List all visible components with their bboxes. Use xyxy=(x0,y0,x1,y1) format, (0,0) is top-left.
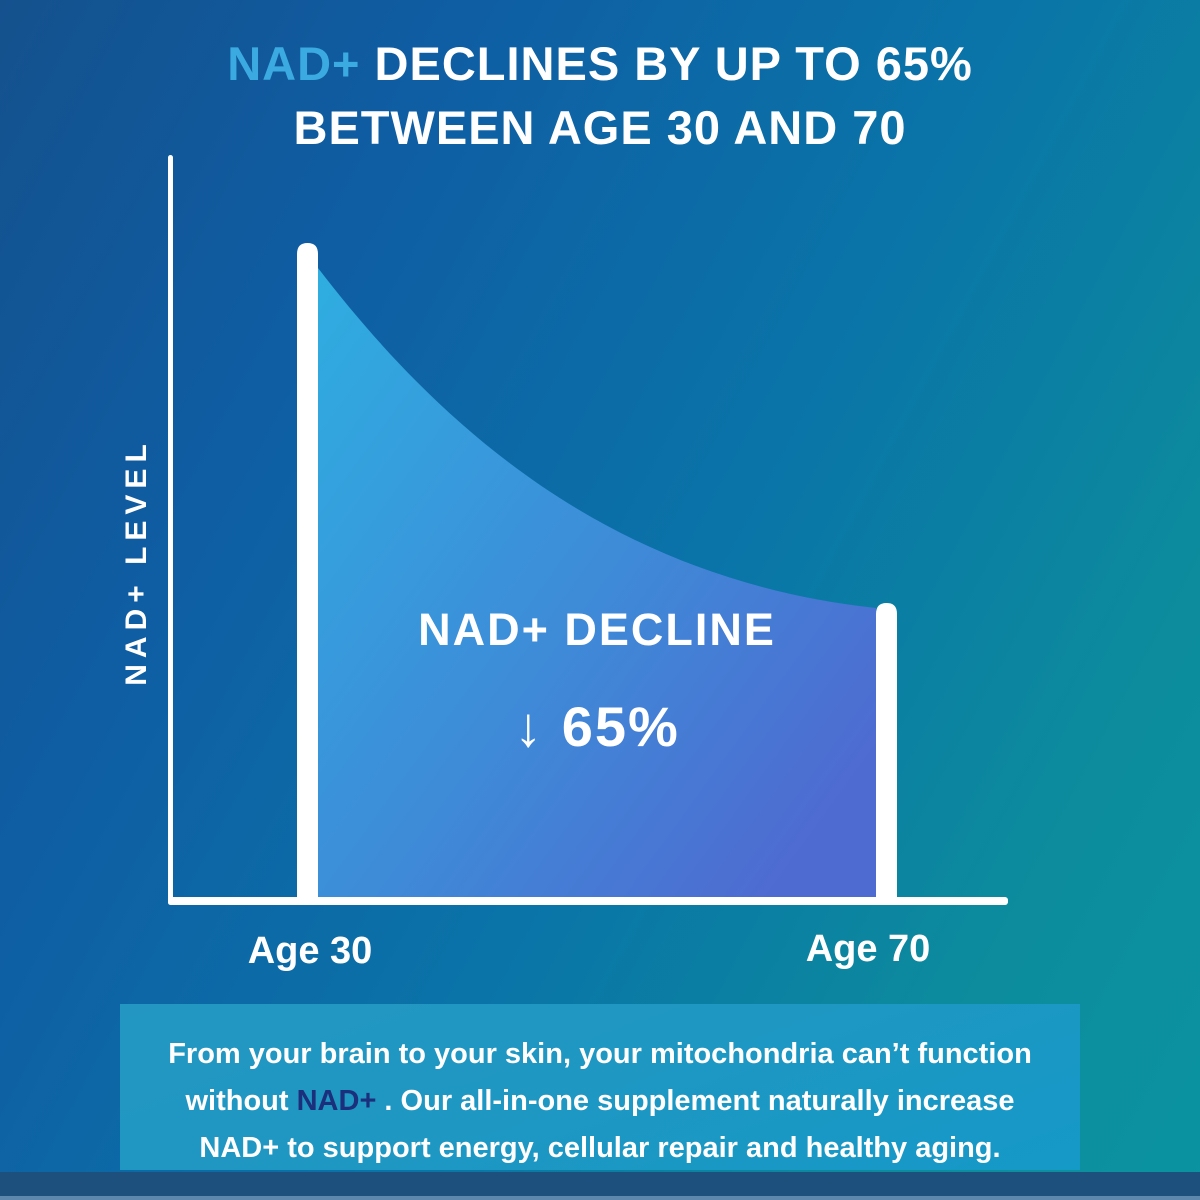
info-line-3: NAD+ to support energy, cellular repair … xyxy=(120,1125,1080,1172)
decline-area-fill xyxy=(318,268,876,897)
x-tick-age-70: Age 70 xyxy=(805,928,931,970)
title-line-1: NAD+ DECLINES BY UP TO 65% xyxy=(0,32,1200,96)
page-title: NAD+ DECLINES BY UP TO 65% BETWEEN AGE 3… xyxy=(0,32,1200,160)
info-box: From your brain to your skin, your mitoc… xyxy=(120,1004,1080,1170)
footer-strip xyxy=(0,1196,1200,1200)
decline-annotation-value: ↓ 65% xyxy=(514,695,680,758)
x-tick-age-30: Age 30 xyxy=(247,930,373,972)
title-line-1-rest: DECLINES BY UP TO 65% xyxy=(360,37,973,90)
bar-age-70 xyxy=(876,603,897,905)
decline-annotation-title: NAD+ DECLINE xyxy=(418,604,776,655)
info-line-2-post: . Our all-in-one supplement naturally in… xyxy=(376,1085,1015,1117)
title-line-2: BETWEEN AGE 30 AND 70 xyxy=(293,101,907,154)
footer-band xyxy=(0,1172,1200,1196)
info-line-3-text: NAD+ to support energy, cellular repair … xyxy=(199,1132,1001,1164)
title-accent-nad: NAD+ xyxy=(227,37,361,90)
info-line-1-text: From your brain to your skin, your mitoc… xyxy=(168,1038,1032,1070)
x-axis-line xyxy=(168,897,1008,905)
info-nad-accent: NAD+ xyxy=(296,1085,377,1117)
info-line-1: From your brain to your skin, your mitoc… xyxy=(120,1031,1080,1078)
y-axis-line xyxy=(168,155,173,905)
info-line-2-pre: without xyxy=(185,1085,297,1117)
info-line-2: without NAD+ . Our all-in-one supplement… xyxy=(120,1078,1080,1125)
bar-age-30 xyxy=(297,243,318,905)
